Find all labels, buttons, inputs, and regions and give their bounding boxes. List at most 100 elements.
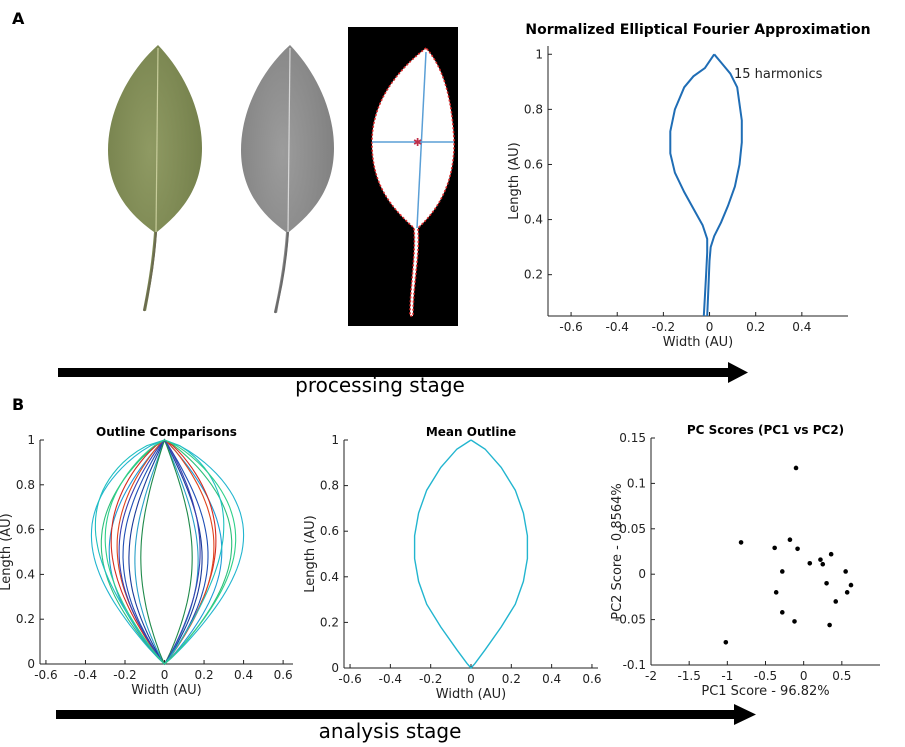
x-tick-label: 0.2 bbox=[502, 672, 521, 686]
mean-outline-curve bbox=[413, 439, 529, 670]
pc-point bbox=[827, 622, 832, 628]
x-tick-label: 0.2 bbox=[195, 668, 214, 682]
y-axis-label: Length (AU) bbox=[507, 142, 522, 220]
y-tick-label: 0.2 bbox=[16, 612, 35, 626]
y-axis-label: Length (AU) bbox=[303, 515, 318, 593]
analysis-stage-arrow bbox=[56, 704, 756, 725]
pc-point bbox=[844, 590, 850, 595]
leaf-segmented-image: ✱ bbox=[348, 27, 458, 326]
y-tick-label: 1 bbox=[27, 433, 35, 447]
x-tick-label: -0.2 bbox=[652, 320, 675, 334]
chart-title: Outline Comparisons bbox=[96, 425, 237, 439]
pc-point bbox=[843, 569, 848, 574]
y-tick-label: 0.8 bbox=[524, 102, 543, 116]
y-tick-label: 0.2 bbox=[320, 615, 339, 629]
comparison-outline bbox=[104, 439, 237, 665]
panel-a-label: A bbox=[12, 9, 25, 28]
x-tick-label: -0.2 bbox=[113, 668, 136, 682]
leaf-grayscale-image bbox=[241, 45, 334, 314]
y-tick-label: 0 bbox=[331, 661, 339, 675]
efa-outline-left bbox=[669, 53, 716, 317]
y-tick-label: 0.05 bbox=[619, 522, 646, 536]
pc-point bbox=[779, 569, 785, 574]
x-axis-label: Width (AU) bbox=[436, 687, 506, 702]
x-tick-label: 0.5 bbox=[832, 669, 851, 683]
y-tick-label: 0.1 bbox=[627, 476, 646, 490]
mean-outline-chart: -0.6 -0.4 -0.2 0 0.2 0.4 0.6 0 0.2 0.4 0.6 0.8 1 Mean… bbox=[303, 425, 601, 702]
leaf-color-image bbox=[108, 45, 202, 312]
pc-point bbox=[792, 619, 797, 624]
pc-point bbox=[833, 599, 839, 604]
y-axis-label: PC2 Score - 0.8564% bbox=[610, 483, 625, 620]
x-tick-label: -1.5 bbox=[677, 669, 700, 683]
y-tick-label: 0.6 bbox=[524, 157, 543, 171]
x-tick-label: -0.6 bbox=[338, 672, 361, 686]
y-tick-label: -0.05 bbox=[615, 613, 646, 627]
y-tick-label: 0 bbox=[638, 567, 646, 581]
pc-scores-chart: -2 -1.5 -1 -0.5 0 0.5 -0.1 -0.05 0 0.05 0.1 0.15 PC … bbox=[610, 423, 880, 699]
processing-stage-label: processing stage bbox=[295, 373, 465, 397]
pc-point bbox=[848, 582, 854, 588]
pc-point bbox=[807, 561, 813, 566]
pc-point bbox=[793, 465, 799, 471]
chart-title: Mean Outline bbox=[426, 425, 516, 439]
y-tick-label: 0.8 bbox=[320, 479, 339, 493]
comparison-outline bbox=[108, 439, 223, 665]
y-tick-label: 0.4 bbox=[16, 567, 35, 581]
efa-outline-right bbox=[706, 53, 743, 317]
y-tick-label: 0.6 bbox=[16, 523, 35, 537]
x-tick-label: -0.4 bbox=[74, 668, 97, 682]
pc-point bbox=[773, 590, 779, 595]
y-tick-label: 0.6 bbox=[320, 524, 339, 538]
pc-point bbox=[738, 540, 744, 545]
y-tick-label: 1 bbox=[331, 433, 339, 447]
x-axis-label: Width (AU) bbox=[131, 683, 201, 698]
pc-point bbox=[818, 557, 823, 562]
x-tick-label: -0.2 bbox=[419, 672, 442, 686]
pc-point bbox=[820, 561, 826, 567]
pc-point bbox=[723, 640, 729, 645]
x-tick-label: 0 bbox=[467, 672, 475, 686]
comparison-outline bbox=[94, 439, 225, 665]
x-tick-label: -0.5 bbox=[754, 669, 777, 683]
panel-b-label: B bbox=[12, 395, 24, 414]
x-tick-label: 0.4 bbox=[542, 672, 561, 686]
comparison-outline bbox=[100, 439, 233, 665]
processing-stage-arrow bbox=[58, 362, 748, 383]
chart-title: Normalized Elliptical Fourier Approximat… bbox=[525, 22, 870, 38]
x-tick-label: -2 bbox=[645, 669, 657, 683]
y-tick-label: 0.4 bbox=[320, 570, 339, 584]
x-tick-label: -1 bbox=[721, 669, 733, 683]
pc-point bbox=[779, 610, 785, 615]
efa-chart: -0.6 -0.4 -0.2 0 0.2 0.4 0.2 0.4 0.6 0.8 1 Normaliz… bbox=[507, 22, 871, 350]
x-tick-label: -0.4 bbox=[379, 672, 402, 686]
pc-point bbox=[828, 551, 834, 557]
x-tick-label: -0.4 bbox=[606, 320, 629, 334]
x-tick-label: 0 bbox=[161, 668, 169, 682]
y-tick-label: -0.1 bbox=[623, 658, 646, 672]
x-tick-label: -0.6 bbox=[559, 320, 582, 334]
y-tick-label: 0 bbox=[27, 657, 35, 671]
y-tick-label: 0.15 bbox=[619, 431, 646, 445]
comparison-outline bbox=[134, 438, 199, 666]
pc-point bbox=[772, 545, 777, 551]
x-tick-label: 0 bbox=[800, 669, 808, 683]
x-axis-label: Width (AU) bbox=[663, 335, 733, 350]
y-tick-label: 0.2 bbox=[524, 268, 543, 282]
y-tick-label: 0.4 bbox=[524, 213, 543, 227]
y-tick-label: 0.8 bbox=[16, 478, 35, 492]
x-tick-label: 0.4 bbox=[792, 320, 811, 334]
y-tick-label: 1 bbox=[535, 47, 543, 61]
outline-comparisons-chart: -0.6 -0.4 -0.2 0 0.2 0.4 0.6 0 0.2 0.4 0.6 0.8 1 Outl… bbox=[0, 425, 293, 698]
x-tick-label: 0.6 bbox=[582, 672, 601, 686]
chart-title: PC Scores (PC1 vs PC2) bbox=[687, 423, 844, 437]
pc-point bbox=[795, 546, 800, 552]
harmonics-annotation: 15 harmonics bbox=[734, 67, 823, 82]
pc-point bbox=[824, 580, 829, 586]
x-tick-label: -0.6 bbox=[34, 668, 57, 682]
x-axis-label: PC1 Score - 96.82% bbox=[701, 684, 829, 699]
x-tick-label: 0.6 bbox=[274, 668, 293, 682]
y-axis-label: Length (AU) bbox=[0, 513, 14, 591]
x-tick-label: 0.4 bbox=[234, 668, 253, 682]
